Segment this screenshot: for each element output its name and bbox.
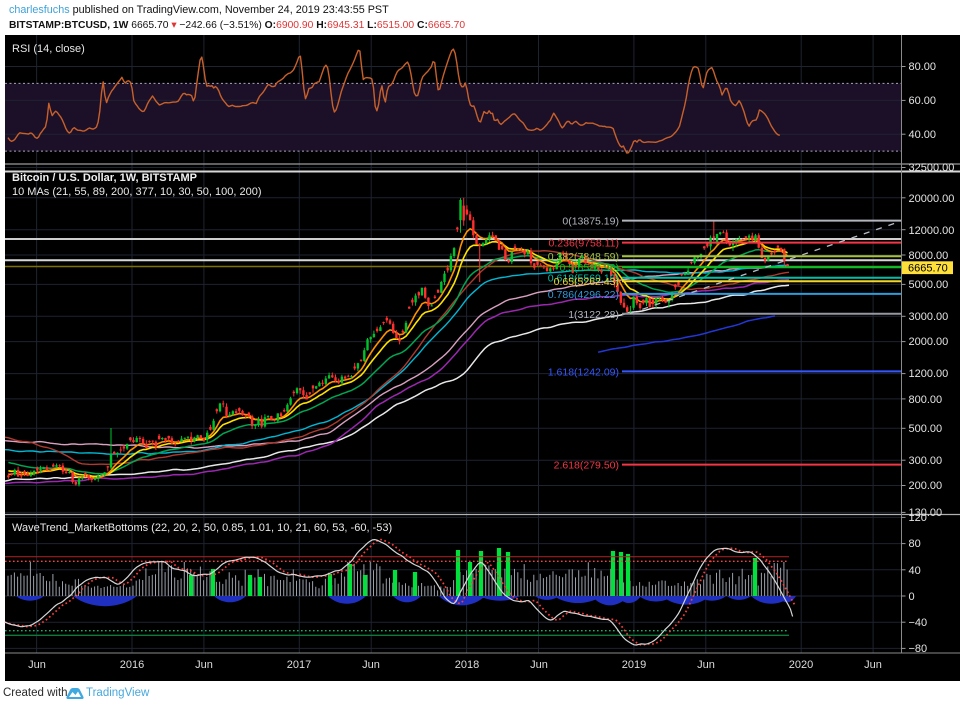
svg-text:6665.70: 6665.70 xyxy=(908,263,948,275)
svg-text:0.618(5569.16): 0.618(5569.16) xyxy=(548,273,619,285)
svg-text:0.236(9758.11): 0.236(9758.11) xyxy=(549,238,619,250)
svg-text:Jun: Jun xyxy=(697,659,715,671)
svg-text:300.00: 300.00 xyxy=(909,455,943,467)
svg-text:Bitcoin / U.S. Dollar, 1W, BIT: Bitcoin / U.S. Dollar, 1W, BITSTAMP xyxy=(12,172,197,184)
svg-text:2.618(279.50): 2.618(279.50) xyxy=(554,460,619,472)
svg-text:2000.00: 2000.00 xyxy=(909,336,949,348)
svg-text:40.00: 40.00 xyxy=(909,129,937,141)
svg-text:200.00: 200.00 xyxy=(909,480,943,492)
svg-text:0.5(6582.96): 0.5(6582.96) xyxy=(559,262,619,274)
svg-text:2018: 2018 xyxy=(455,659,479,671)
svg-text:40: 40 xyxy=(909,565,921,577)
svg-text:0: 0 xyxy=(909,591,915,603)
svg-text:2020: 2020 xyxy=(789,659,813,671)
svg-text:0.382(7848.59): 0.382(7848.59) xyxy=(548,251,619,263)
svg-text:TradingView: TradingView xyxy=(86,687,150,699)
svg-text:5000.00: 5000.00 xyxy=(909,279,949,291)
svg-text:Jun: Jun xyxy=(362,659,380,671)
svg-text:20000.00: 20000.00 xyxy=(909,193,955,205)
svg-text:−40: −40 xyxy=(909,617,928,629)
svg-text:8000.00: 8000.00 xyxy=(909,250,949,262)
svg-text:500.00: 500.00 xyxy=(909,423,943,435)
svg-text:2016: 2016 xyxy=(120,659,144,671)
svg-text:1200.00: 1200.00 xyxy=(909,368,949,380)
svg-text:1(3122.28): 1(3122.28) xyxy=(568,309,619,321)
svg-text:3000.00: 3000.00 xyxy=(909,311,949,323)
svg-text:80.00: 80.00 xyxy=(909,61,937,73)
svg-text:RSI (14, close): RSI (14, close) xyxy=(12,43,85,55)
svg-text:−80: −80 xyxy=(909,643,928,655)
svg-text:charlesfuchs published on Trad: charlesfuchs published on TradingView.co… xyxy=(9,4,389,16)
svg-text:2019: 2019 xyxy=(622,659,646,671)
svg-text:0.65(5262.43): 0.65(5262.43) xyxy=(554,276,619,288)
svg-text:2017: 2017 xyxy=(287,659,311,671)
svg-text:BITSTAMP:BTCUSD, 1W 6665.70 ▾: BITSTAMP:BTCUSD, 1W 6665.70 ▾ −242.66 (−… xyxy=(9,20,465,31)
svg-text:Jun: Jun xyxy=(864,659,882,671)
svg-text:130.00: 130.00 xyxy=(909,507,943,519)
svg-text:80: 80 xyxy=(909,538,921,550)
svg-text:32500.00: 32500.00 xyxy=(909,162,955,174)
svg-text:Jun: Jun xyxy=(195,659,213,671)
svg-text:WaveTrend_MarketBottoms (22, 2: WaveTrend_MarketBottoms (22, 20, 2, 50, … xyxy=(12,522,392,534)
svg-text:0.786(4296.22): 0.786(4296.22) xyxy=(548,289,619,301)
svg-text:12000.00: 12000.00 xyxy=(909,225,955,237)
svg-text:Jun: Jun xyxy=(530,659,548,671)
svg-text:800.00: 800.00 xyxy=(909,394,943,406)
svg-text:1.618(1242.09): 1.618(1242.09) xyxy=(548,366,619,378)
svg-text:120: 120 xyxy=(909,512,927,524)
svg-text:10 MAs (21, 55, 89, 200, 377,: 10 MAs (21, 55, 89, 200, 377, 10, 30, 50… xyxy=(12,186,262,198)
svg-text:60.00: 60.00 xyxy=(909,95,937,107)
svg-text:Jun: Jun xyxy=(28,659,46,671)
svg-text:Created with: Created with xyxy=(3,687,68,699)
svg-text:0(13875.19): 0(13875.19) xyxy=(562,216,619,228)
